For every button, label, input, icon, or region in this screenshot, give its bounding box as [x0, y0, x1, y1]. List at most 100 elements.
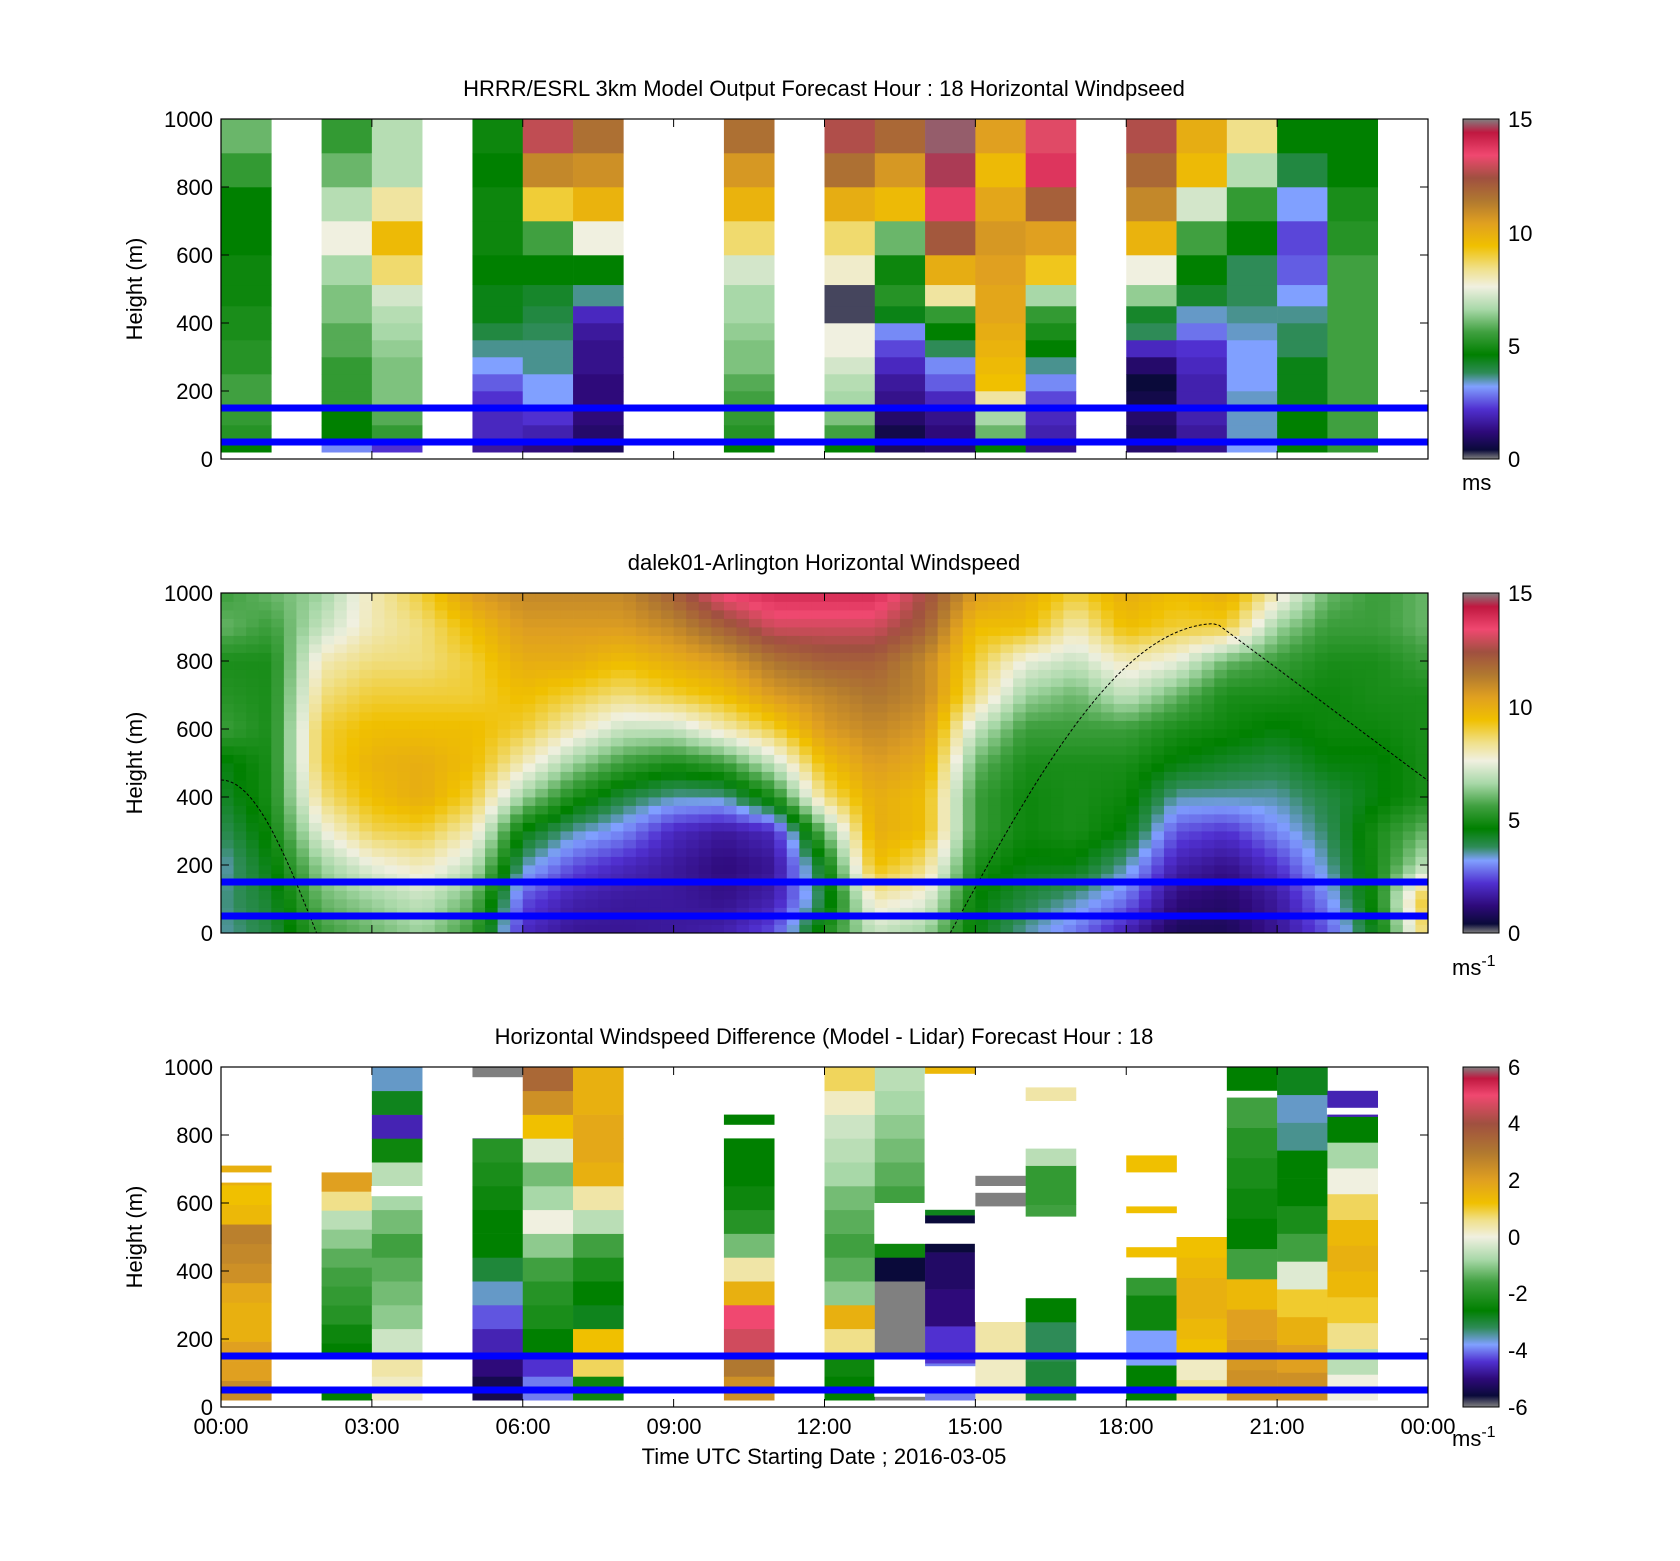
- heatmap-cell: [648, 593, 662, 602]
- heatmap-cell: [422, 627, 436, 636]
- heatmap-cell: [422, 839, 436, 849]
- heatmap-cell: [723, 865, 737, 874]
- heatmap-cell: [384, 746, 398, 755]
- heatmap-cell: [573, 1067, 624, 1092]
- heatmap-cell: [384, 916, 398, 925]
- heatmap-cell: [786, 644, 800, 653]
- heatmap-cell: [648, 856, 662, 866]
- heatmap-cell: [887, 661, 901, 670]
- heatmap-cell: [661, 814, 675, 823]
- heatmap-cell: [1251, 788, 1265, 798]
- heatmap-cell: [1277, 669, 1291, 679]
- heatmap-cell: [522, 644, 536, 653]
- heatmap-cell: [673, 627, 687, 636]
- heatmap-cell: [1352, 899, 1366, 908]
- heatmap-cell: [296, 618, 310, 628]
- heatmap-cell: [1365, 907, 1379, 917]
- heatmap-cell: [975, 737, 989, 747]
- heatmap-cell: [635, 882, 649, 891]
- heatmap-cell: [598, 788, 612, 798]
- heatmap-cell: [1226, 1127, 1278, 1159]
- heatmap-cell: [1390, 618, 1404, 628]
- heatmap-cell: [635, 627, 649, 636]
- heatmap-cell: [1138, 839, 1152, 849]
- heatmap-cell: [862, 771, 876, 781]
- heatmap-cell: [296, 831, 310, 840]
- heatmap-cell: [1050, 712, 1064, 721]
- heatmap-cell: [1176, 593, 1190, 602]
- heatmap-cell: [623, 805, 637, 815]
- heatmap-cell: [1264, 644, 1278, 653]
- heatmap-cell: [1063, 771, 1077, 781]
- heatmap-cell: [1201, 814, 1215, 823]
- heatmap-cell: [635, 729, 649, 738]
- heatmap-cell: [221, 221, 272, 256]
- heatmap-cell: [1163, 601, 1177, 611]
- heatmap-cell: [283, 788, 297, 798]
- heatmap-cell: [950, 873, 964, 883]
- heatmap-cell: [371, 865, 385, 874]
- heatmap-cell: [585, 873, 599, 883]
- heatmap-cell: [397, 661, 410, 670]
- heatmap-cell: [1314, 644, 1328, 653]
- heatmap-cell: [899, 703, 913, 713]
- heatmap-cell: [447, 737, 461, 747]
- heatmap-cell: [585, 618, 599, 628]
- heatmap-cell: [1176, 1298, 1228, 1319]
- heatmap-cell: [698, 856, 712, 866]
- heatmap-cell: [1327, 593, 1341, 602]
- heatmap-cell: [283, 593, 297, 602]
- heatmap-cell: [1239, 754, 1253, 764]
- heatmap-cell: [673, 873, 687, 883]
- heatmap-cell: [1013, 797, 1027, 806]
- heatmap-cell: [547, 780, 561, 789]
- heatmap-cell: [799, 703, 813, 713]
- heatmap-cell: [837, 737, 851, 747]
- heatmap-cell: [1327, 924, 1341, 933]
- heatmap-cell: [761, 669, 775, 679]
- heatmap-cell: [962, 618, 976, 628]
- heatmap-cell: [1239, 669, 1253, 679]
- heatmap-cell: [837, 899, 851, 908]
- heatmap-cell: [962, 848, 976, 857]
- heatmap-cell: [1025, 797, 1039, 806]
- heatmap-cell: [1088, 848, 1102, 857]
- heatmap-cell: [309, 924, 322, 933]
- heatmap-cell: [837, 678, 851, 687]
- heatmap-cell: [912, 805, 926, 815]
- heatmap-cell: [698, 686, 712, 696]
- heatmap-cell: [912, 703, 926, 713]
- heatmap-cell: [422, 601, 436, 611]
- heatmap-cell: [1013, 890, 1027, 900]
- heatmap-cell: [485, 831, 499, 840]
- heatmap-cell: [1176, 1277, 1228, 1299]
- heatmap-cell: [510, 831, 524, 840]
- heatmap-cell: [1327, 729, 1341, 738]
- heatmap-cell: [1038, 797, 1052, 806]
- colorbar-tick-label: -2: [1508, 1281, 1528, 1306]
- heatmap-cell: [635, 780, 649, 789]
- heatmap-cell: [774, 669, 788, 679]
- heatmap-cell: [1201, 695, 1215, 704]
- heatmap-cell: [1063, 805, 1077, 815]
- heatmap-cell: [874, 737, 888, 747]
- heatmap-cell: [334, 873, 348, 883]
- heatmap-cell: [1239, 882, 1253, 891]
- heatmap-cell: [723, 153, 775, 188]
- heatmap-cell: [1013, 627, 1027, 636]
- heatmap-cell: [522, 652, 536, 662]
- heatmap-cell: [1226, 1188, 1278, 1219]
- heatmap-cell: [661, 839, 675, 849]
- heatmap-cell: [849, 652, 863, 662]
- heatmap-cell: [598, 712, 612, 721]
- heatmap-cell: [937, 822, 951, 832]
- heatmap-cell: [862, 593, 876, 602]
- heatmap-cell: [573, 729, 587, 738]
- heatmap-cell: [925, 805, 939, 815]
- heatmap-cell: [296, 686, 310, 696]
- heatmap-cell: [1352, 729, 1366, 738]
- heatmap-cell: [1339, 882, 1353, 891]
- heatmap-cell: [1402, 746, 1416, 755]
- heatmap-cell: [1163, 754, 1177, 764]
- heatmap-cell: [472, 357, 524, 375]
